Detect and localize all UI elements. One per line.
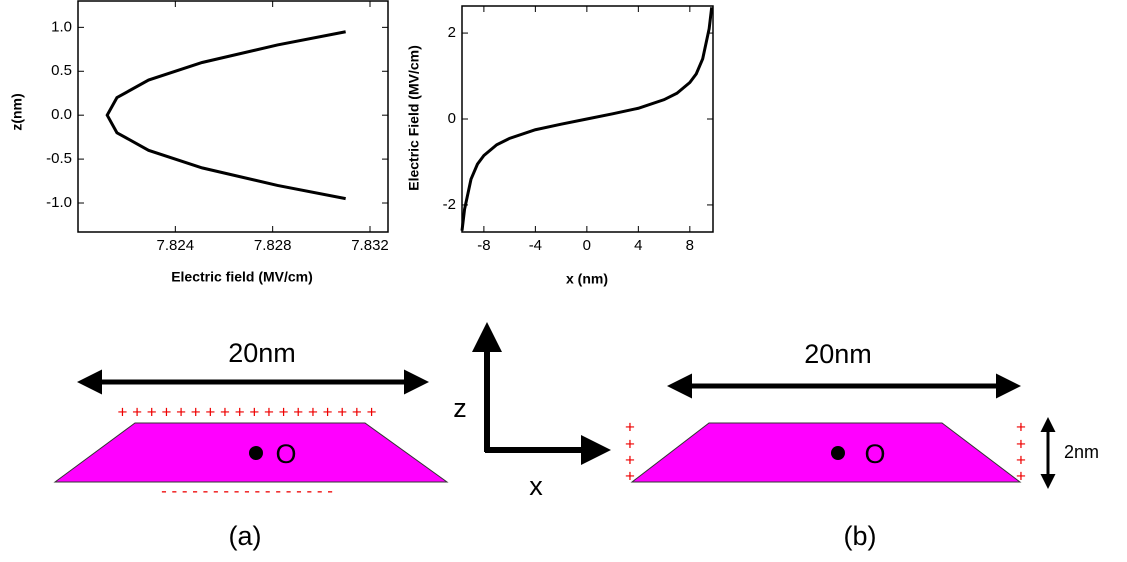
- x-label: x: [529, 471, 543, 501]
- caption: (b): [844, 521, 877, 551]
- z-label: z: [453, 393, 467, 423]
- caption: (a): [229, 521, 262, 551]
- x-tick-label: -8: [477, 237, 490, 254]
- data-line: [105, 30, 346, 201]
- x-tick-label: 0: [583, 237, 591, 254]
- x-axis-label: x (nm): [566, 271, 608, 287]
- x-tick-label: 7.824: [157, 237, 195, 254]
- plot-frame: [77, 0, 389, 233]
- plus-charge: +: [1016, 417, 1026, 436]
- minus-charges: - - - - - - - - - - - - - - - - -: [161, 481, 333, 500]
- plus-charge: +: [625, 466, 635, 485]
- y-tick-label: 0: [448, 110, 456, 127]
- y-tick-label: -0.5: [46, 150, 72, 167]
- y-tick-label: 0.0: [51, 106, 72, 123]
- width-label: 20nm: [804, 339, 872, 369]
- plus-charge: +: [625, 417, 635, 436]
- height-label: 2nm: [1064, 442, 1099, 462]
- x-tick-label: 8: [686, 237, 694, 254]
- plus-charge: +: [1016, 434, 1026, 453]
- x-axis-label: Electric field (MV/cm): [171, 269, 313, 285]
- plus-charges: + + + + + + + + + + + + + + + + + +: [118, 402, 377, 421]
- axes-diagram: z x: [453, 322, 611, 501]
- y-tick-label: -2: [443, 196, 456, 213]
- y-tick-label: 1.0: [51, 18, 72, 35]
- plus-charge: +: [1016, 466, 1026, 485]
- x-tick-label: 7.832: [351, 237, 389, 254]
- plus-charge: +: [625, 434, 635, 453]
- x-tick-label: 4: [634, 237, 642, 254]
- data-line: [460, 7, 714, 231]
- plus-charge: +: [625, 450, 635, 469]
- side-charges: + ++ ++ ++ +: [625, 417, 1026, 485]
- width-label: 20nm: [228, 338, 296, 368]
- origin-label: O: [864, 439, 885, 469]
- diagram-b: 20nm O + ++ ++ ++ + 2nm (b): [625, 339, 1099, 551]
- y-tick-label: 2: [448, 24, 456, 41]
- origin-dot: [831, 446, 845, 460]
- y-tick-label: 0.5: [51, 62, 72, 79]
- origin-label: O: [275, 439, 296, 469]
- diagram-a: 20nm + + + + + + + + + + + + + + + + + +…: [53, 338, 449, 551]
- x-tick-label: 7.828: [254, 237, 292, 254]
- plus-charge: +: [1016, 450, 1026, 469]
- origin-dot: [249, 446, 263, 460]
- x-tick-label: -4: [529, 237, 542, 254]
- charts: 7.824 7.828 7.832 -1.0 -0.5 0.0 0.5 1.0 Electric…: [9, 0, 714, 287]
- slab: [630, 422, 1022, 483]
- y-axis-label: z(nm): [9, 93, 25, 130]
- y-axis-label: Electric Field (MV/cm): [406, 45, 422, 190]
- y-tick-label: -1.0: [46, 194, 72, 211]
